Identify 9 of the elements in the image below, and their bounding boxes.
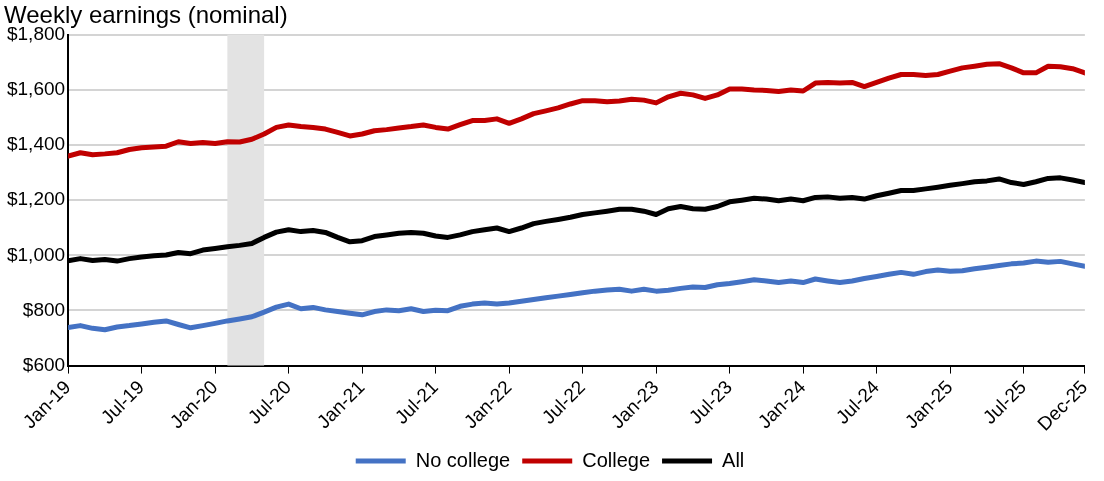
y-tick-label: $1,600: [6, 78, 66, 100]
y-tick-label: $800: [22, 298, 66, 320]
legend-label: No college: [415, 448, 511, 471]
legend-label: All: [722, 448, 745, 471]
y-tick-label: $600: [22, 353, 66, 375]
y-tick-label: $1,400: [6, 133, 66, 155]
legend-label: College: [582, 448, 651, 471]
y-tick-label: $1,000: [6, 243, 66, 265]
y-tick-label: $1,200: [6, 188, 66, 210]
